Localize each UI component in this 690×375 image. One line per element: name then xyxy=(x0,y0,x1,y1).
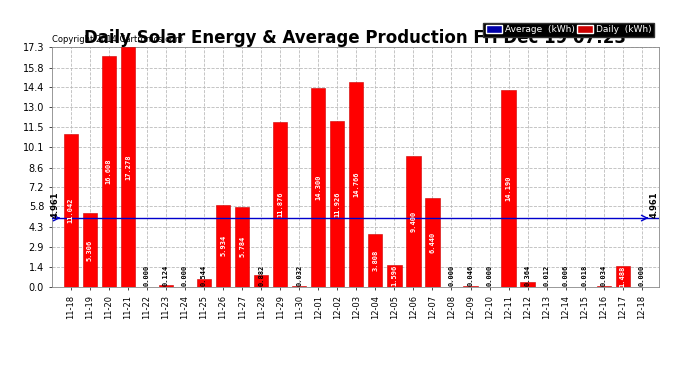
Text: 3.808: 3.808 xyxy=(373,250,378,271)
Text: 11.042: 11.042 xyxy=(68,198,74,223)
Bar xyxy=(216,204,230,287)
Text: 0.006: 0.006 xyxy=(562,264,569,286)
Bar xyxy=(101,57,116,287)
Bar xyxy=(159,285,173,287)
Legend: Average  (kWh), Daily  (kWh): Average (kWh), Daily (kWh) xyxy=(483,22,654,37)
Text: 0.000: 0.000 xyxy=(182,264,188,286)
Bar xyxy=(273,122,287,287)
Text: 4.961: 4.961 xyxy=(50,191,59,218)
Bar xyxy=(254,274,268,287)
Text: 14.766: 14.766 xyxy=(353,172,359,197)
Bar xyxy=(464,286,477,287)
Bar xyxy=(235,207,249,287)
Bar xyxy=(121,47,135,287)
Bar xyxy=(502,90,515,287)
Text: 1.488: 1.488 xyxy=(620,266,626,287)
Text: 0.124: 0.124 xyxy=(163,264,169,286)
Text: 0.000: 0.000 xyxy=(144,264,150,286)
Text: 14.190: 14.190 xyxy=(506,176,511,201)
Text: 0.000: 0.000 xyxy=(486,264,493,286)
Text: 6.440: 6.440 xyxy=(429,232,435,253)
Text: 0.034: 0.034 xyxy=(601,264,607,286)
Bar xyxy=(406,156,420,287)
Text: 14.300: 14.300 xyxy=(315,175,322,200)
Text: 11.876: 11.876 xyxy=(277,192,283,217)
Text: 0.046: 0.046 xyxy=(468,264,473,286)
Text: 0.012: 0.012 xyxy=(544,264,550,286)
Bar xyxy=(387,265,402,287)
Text: 9.400: 9.400 xyxy=(411,211,416,232)
Text: 11.926: 11.926 xyxy=(334,191,340,217)
Text: 5.784: 5.784 xyxy=(239,236,245,257)
Text: Copyright 2014 Cartronics.com: Copyright 2014 Cartronics.com xyxy=(52,36,183,45)
Text: 0.000: 0.000 xyxy=(639,264,645,286)
Text: 17.278: 17.278 xyxy=(125,154,131,180)
Title: Daily Solar Energy & Average Production Fri Dec 19 07:23: Daily Solar Energy & Average Production … xyxy=(84,29,627,47)
Bar xyxy=(311,88,326,287)
Bar xyxy=(330,122,344,287)
Text: 4.961: 4.961 xyxy=(650,191,659,218)
Bar xyxy=(615,266,630,287)
Text: 0.018: 0.018 xyxy=(582,264,588,286)
Text: 0.364: 0.364 xyxy=(524,264,531,286)
Text: 16.608: 16.608 xyxy=(106,159,112,184)
Bar xyxy=(292,286,306,287)
Bar xyxy=(520,282,535,287)
Text: 0.032: 0.032 xyxy=(296,264,302,286)
Text: 0.000: 0.000 xyxy=(448,264,455,286)
Bar xyxy=(597,286,611,287)
Bar xyxy=(349,82,364,287)
Text: 0.544: 0.544 xyxy=(201,264,207,286)
Bar xyxy=(83,213,97,287)
Text: 5.934: 5.934 xyxy=(220,235,226,256)
Text: 0.882: 0.882 xyxy=(258,264,264,286)
Bar xyxy=(63,134,78,287)
Text: 5.306: 5.306 xyxy=(87,240,93,261)
Bar xyxy=(425,198,440,287)
Bar xyxy=(368,234,382,287)
Text: 1.596: 1.596 xyxy=(391,265,397,286)
Bar xyxy=(197,279,211,287)
